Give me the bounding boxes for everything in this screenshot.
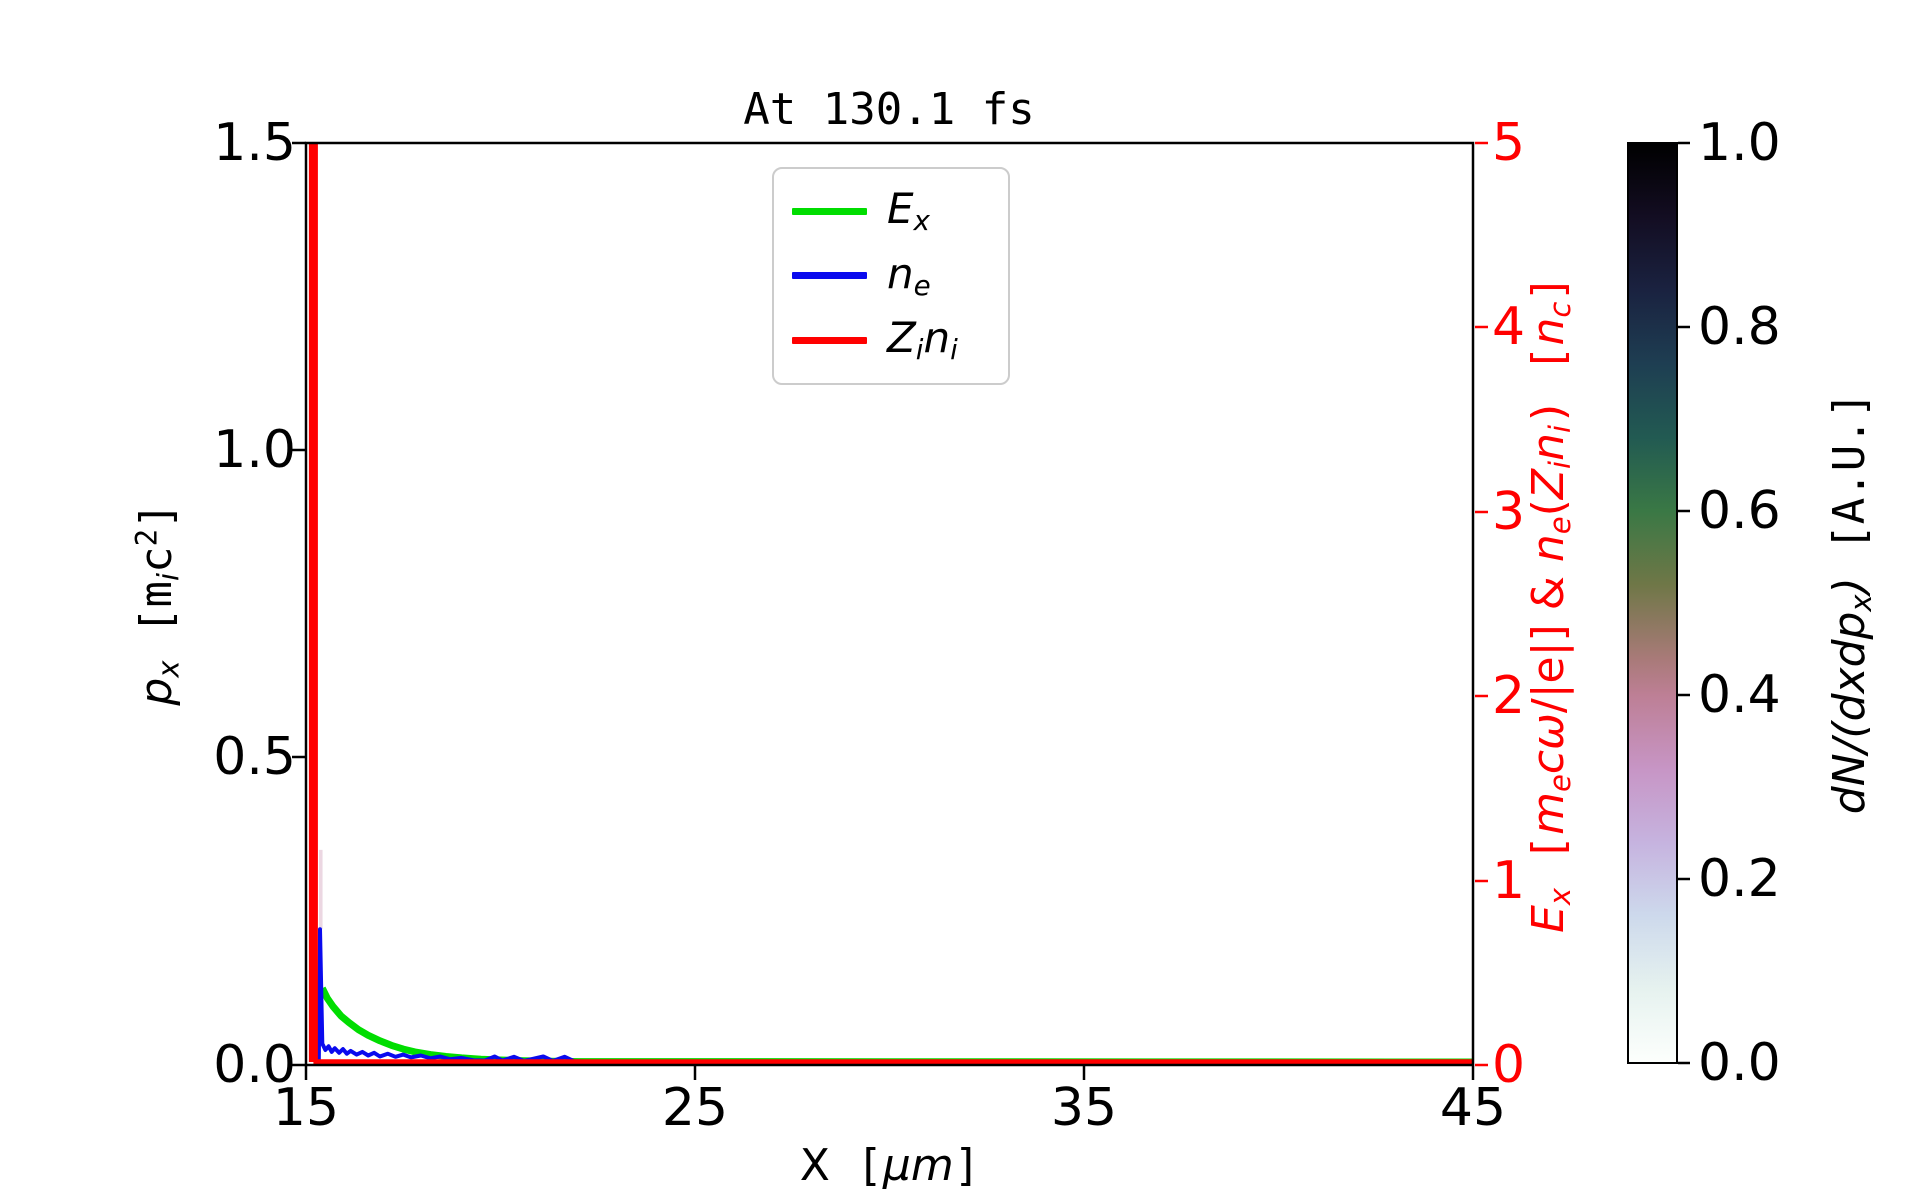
- ylabel-bracket: [m: [131, 580, 183, 661]
- rlabel-nc: n: [1522, 317, 1574, 346]
- curve-n_e: [316, 927, 1474, 1064]
- rlabel-m: m: [1522, 792, 1574, 835]
- ylabel-c: c: [131, 546, 183, 573]
- ylabel-mi-sub: i: [151, 572, 186, 581]
- rlabel-over-e: /|e|] &: [1522, 562, 1574, 714]
- legend-line-ne: [792, 272, 867, 280]
- legend-label-Ex: Ex: [887, 184, 930, 237]
- right-axis-label: Ex [mecω/|e|] & ne(Zini) [nc]: [1523, 275, 1578, 933]
- rlabel-br1: [: [1522, 834, 1574, 888]
- colorbar: [1627, 142, 1678, 1064]
- right-tick-5: 5: [1492, 113, 1526, 173]
- cb-tick-0.0: 0.0: [1698, 1033, 1781, 1093]
- x-tick-15: 15: [272, 1078, 340, 1138]
- cb-label-sub: x: [1844, 594, 1879, 612]
- rlabel-nc-sub: c: [1543, 301, 1578, 318]
- rlabel-br2: ) [: [1522, 345, 1574, 425]
- legend-label-Zini: Zini: [887, 313, 958, 367]
- curve-E_x: [319, 986, 1474, 1066]
- ylabel-p: p: [131, 677, 183, 706]
- right-tick-0: 0: [1492, 1035, 1526, 1095]
- x-tick-35: 35: [1050, 1078, 1118, 1138]
- left-tick-1.0: 1.0: [213, 420, 296, 480]
- cb-tick-0.2: 0.2: [1698, 849, 1781, 909]
- rlabel-m-sub: e: [1543, 774, 1578, 793]
- cb-label-unit: [A.U.]: [1823, 391, 1875, 578]
- cb-tick-0.6: 0.6: [1698, 481, 1781, 541]
- cb-tick-1.0: 1.0: [1698, 113, 1781, 173]
- axes-frame: [304, 141, 1475, 1067]
- rlabel-br3: ]: [1522, 275, 1574, 302]
- left-tick-0.0: 0.0: [213, 1035, 296, 1095]
- left-tick-0.5: 0.5: [213, 727, 296, 787]
- rlabel-ni: n: [1522, 433, 1574, 461]
- xlabel-unit: μm: [882, 1140, 954, 1191]
- right-tick-4: 4: [1492, 297, 1526, 357]
- bottom-axis-ticks: [304, 1066, 1475, 1080]
- left-axis-ticks: [292, 141, 306, 1067]
- ylabel-p-sub: x: [151, 660, 186, 678]
- x-axis-label: X [μm]: [800, 1144, 981, 1188]
- colorbar-ticks: [1678, 141, 1690, 1065]
- x-tick-25: 25: [661, 1078, 729, 1138]
- rlabel-c: c: [1522, 749, 1574, 775]
- rlabel-n-sub: e: [1543, 516, 1578, 535]
- legend-item-ne: ne: [774, 248, 1008, 302]
- legend-line-Ex: [792, 207, 867, 215]
- cb-tick-0.8: 0.8: [1698, 297, 1781, 357]
- legend-box: Ex ne Zini: [772, 167, 1010, 385]
- right-tick-2: 2: [1492, 666, 1526, 726]
- colorbar-label: dN/(dxdpx) [A.U.]: [1824, 392, 1879, 814]
- data-curves: [308, 142, 1474, 1066]
- rlabel-ni-sub: i: [1543, 424, 1578, 434]
- rlabel-E-sub: x: [1543, 887, 1578, 906]
- rlabel-omega: ω: [1522, 713, 1574, 750]
- rlabel-E: E: [1522, 905, 1574, 933]
- cb-tick-0.4: 0.4: [1698, 665, 1781, 725]
- rlabel-paren: (: [1522, 499, 1574, 517]
- xlabel-bracket: [: [829, 1140, 883, 1191]
- cb-label-close: ): [1823, 577, 1875, 595]
- right-tick-1: 1: [1492, 851, 1526, 911]
- legend-label-ne: ne: [887, 248, 931, 302]
- xlabel-x: X: [799, 1140, 830, 1191]
- rlabel-n: n: [1522, 534, 1574, 563]
- cb-label-math: dN/(dxdp: [1823, 611, 1875, 815]
- legend-item-Zini: Zini: [774, 317, 1008, 364]
- left-axis-label: px [mic2]: [129, 502, 186, 706]
- left-tick-1.5: 1.5: [213, 113, 296, 173]
- rlabel-Z: Z: [1522, 469, 1574, 500]
- ylabel-sq: 2: [129, 528, 164, 547]
- right-tick-3: 3: [1492, 482, 1526, 542]
- x-tick-45: 45: [1439, 1078, 1507, 1138]
- xlabel-bracket-close: ]: [953, 1140, 981, 1191]
- ylabel-bracket-close: ]: [131, 502, 183, 529]
- right-axis-ticks: [1475, 141, 1488, 1067]
- legend-item-Ex: Ex: [774, 188, 1008, 235]
- rlabel-Z-sub: i: [1543, 460, 1578, 469]
- legend-line-Zini: [792, 337, 867, 345]
- plot-title: At 130.1 fs: [743, 84, 1035, 135]
